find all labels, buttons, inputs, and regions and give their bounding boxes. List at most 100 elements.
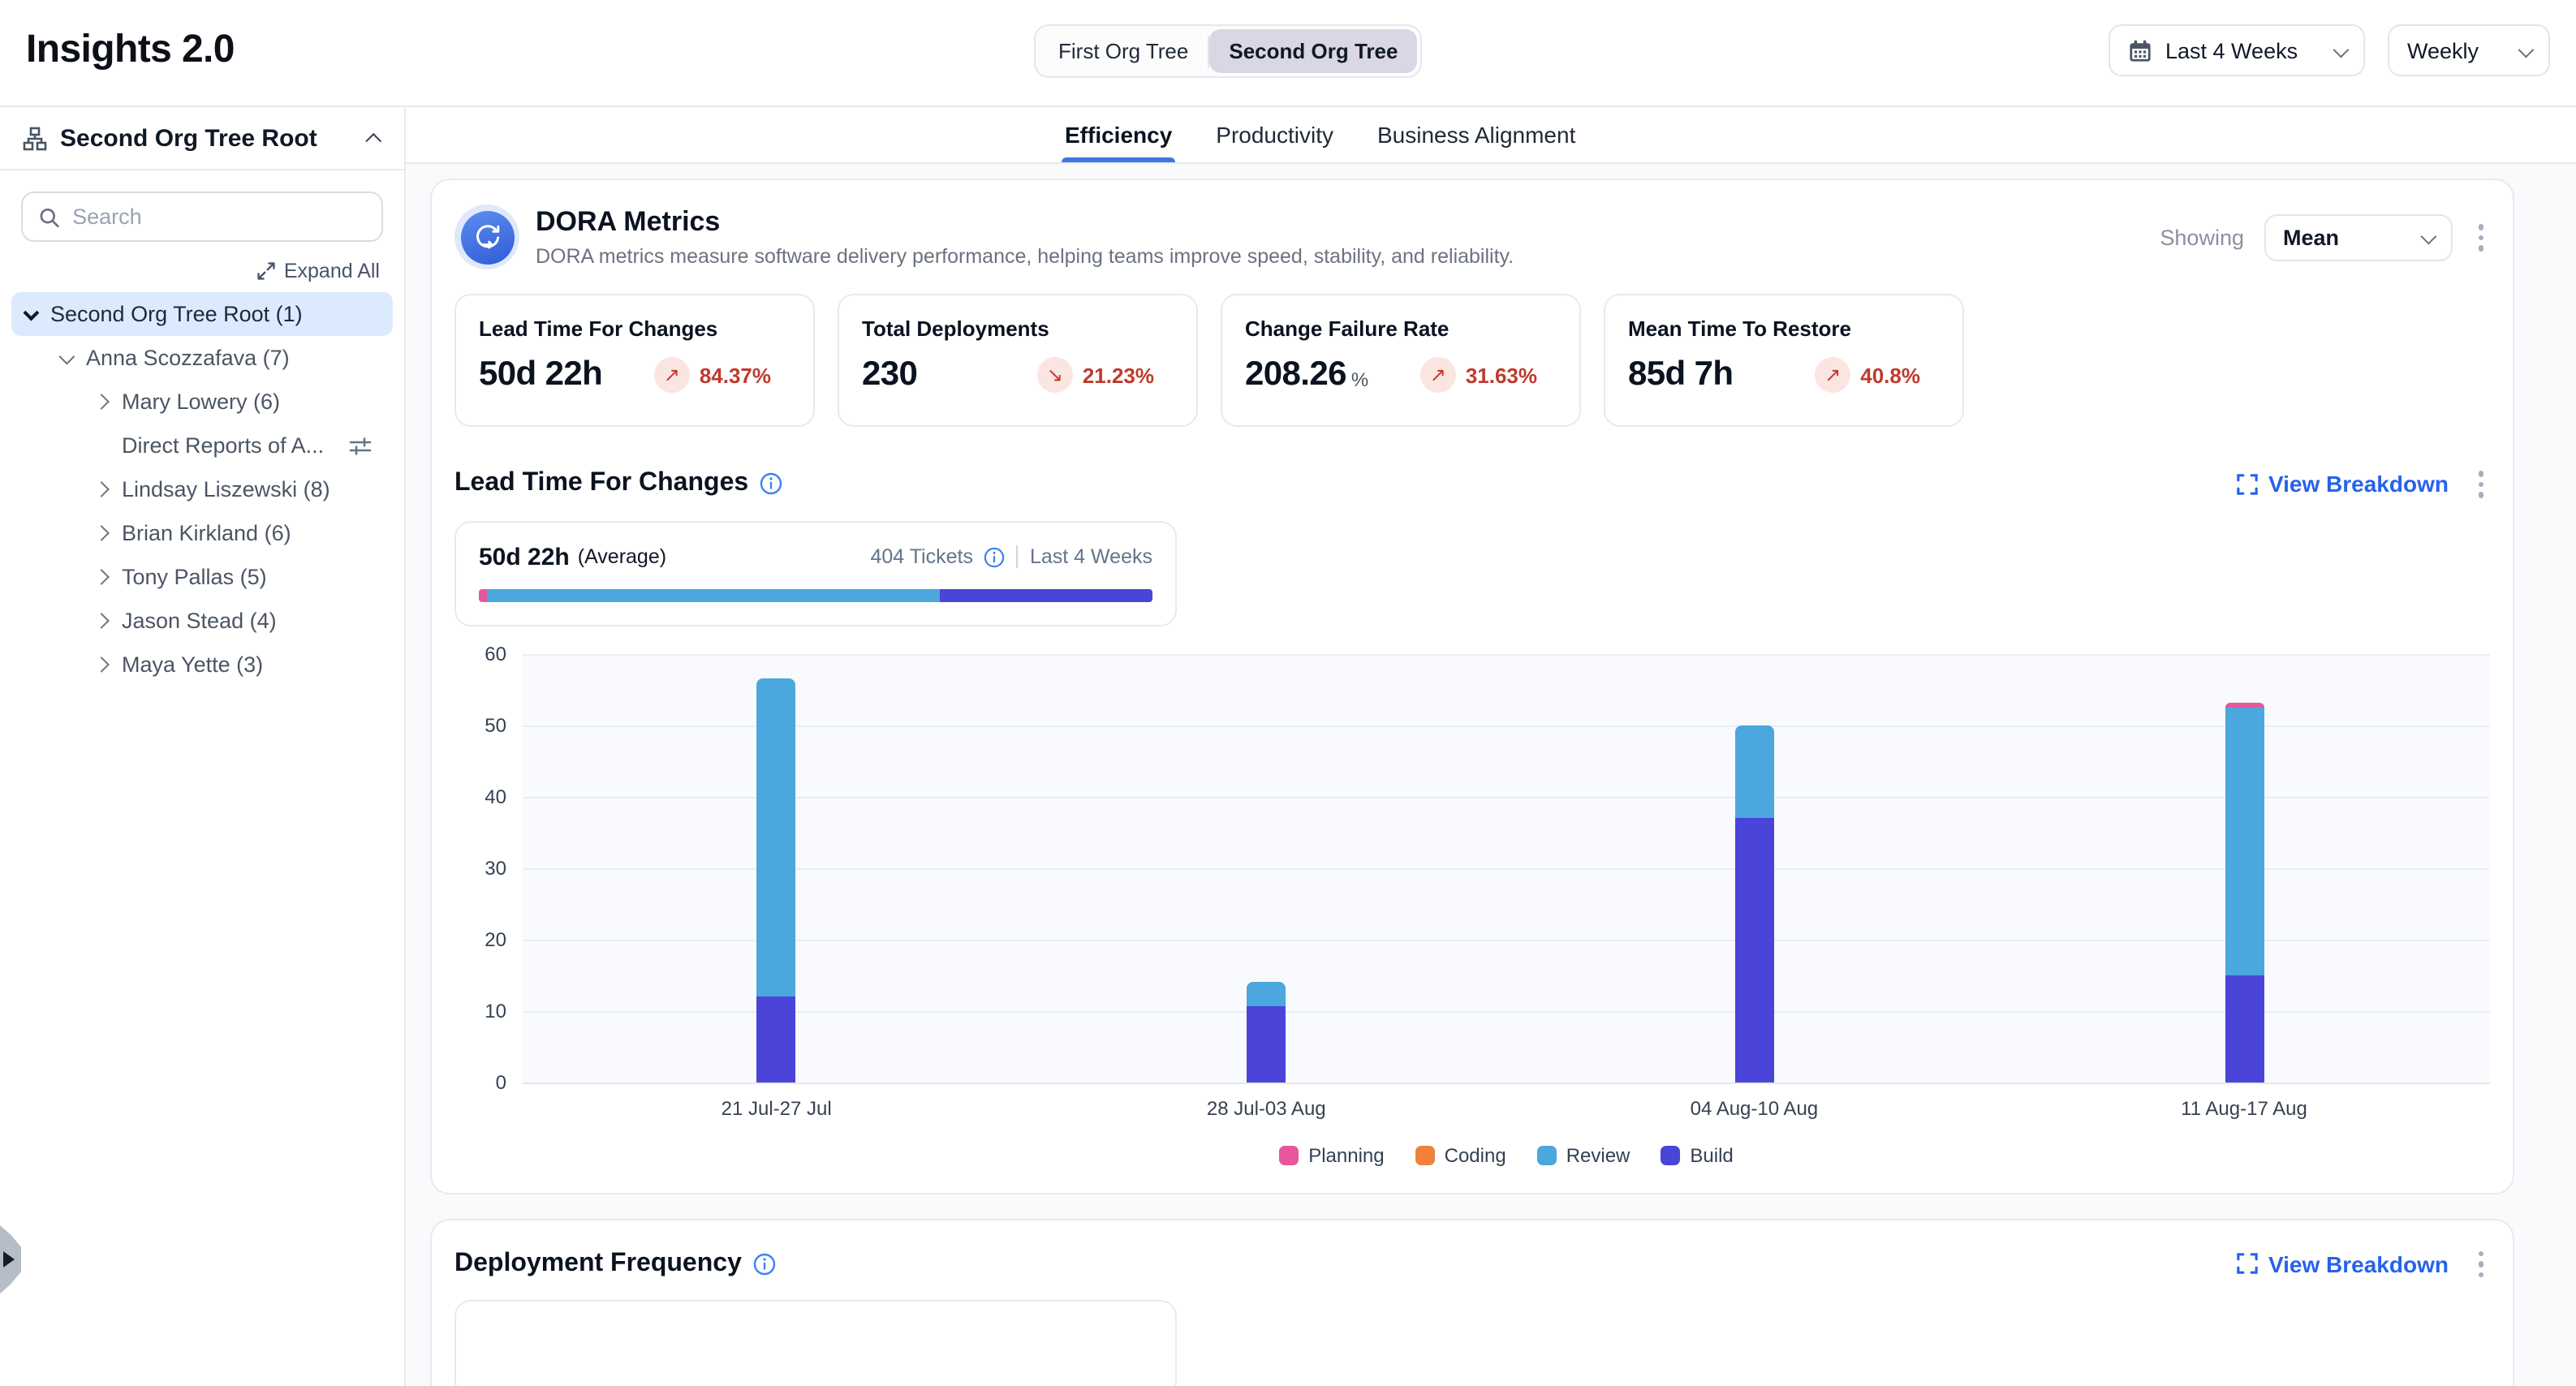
- chart-plot-area: 0102030405060: [523, 653, 2490, 1082]
- info-icon[interactable]: [760, 473, 782, 496]
- x-axis-label: 21 Jul-27 Jul: [722, 1096, 832, 1119]
- chevron-down-icon: [2333, 41, 2350, 58]
- gridline-60: [523, 653, 2490, 655]
- stat-title: Lead Time For Changes: [479, 316, 790, 341]
- lead-time-chart: 0102030405060 21 Jul-27 Jul28 Jul-03 Aug…: [454, 653, 2490, 1166]
- arrow-up-right-icon: ↗: [1420, 357, 1456, 393]
- triangle-right-icon: [3, 1251, 15, 1268]
- kebab-menu-icon[interactable]: [2471, 1247, 2490, 1281]
- y-axis-tick-0: 0: [496, 1070, 506, 1093]
- tab-bar: Efficiency Productivity Business Alignment: [406, 107, 2576, 164]
- granularity-dropdown[interactable]: Weekly: [2388, 24, 2550, 76]
- bar-segment-review: [1247, 982, 1286, 1007]
- tree-item[interactable]: Second Org Tree Root (1): [11, 292, 393, 336]
- date-range-dropdown[interactable]: Last 4 Weeks: [2109, 24, 2365, 76]
- stat-value-suffix: %: [1351, 368, 1368, 394]
- tickets-count: 404 Tickets: [871, 545, 973, 568]
- legend-label: Coding: [1445, 1143, 1506, 1166]
- lead-time-average-card: 50d 22h (Average) 404 Tickets Last 4 Wee…: [454, 520, 1177, 626]
- dora-title: DORA Metrics: [536, 206, 1514, 239]
- calendar-icon: [2128, 38, 2152, 62]
- arrow-down-right-icon: ↘: [1037, 357, 1073, 393]
- search-box: [21, 192, 383, 242]
- chevron-right-icon: [93, 394, 110, 410]
- distribution-segment-planning: [479, 588, 487, 601]
- search-input[interactable]: [72, 204, 365, 229]
- stacked-bar[interactable]: [757, 678, 796, 1082]
- org-tree: Second Org Tree Root (1) Anna Scozzafava …: [0, 292, 404, 687]
- tree-item[interactable]: Lindsay Liszewski (8): [11, 467, 393, 511]
- gridline-10: [523, 1010, 2490, 1012]
- showing-dropdown[interactable]: Mean: [2264, 214, 2452, 261]
- tree-item[interactable]: Brian Kirkland (6): [11, 511, 393, 555]
- y-axis-tick-10: 10: [485, 999, 506, 1022]
- tab-efficiency[interactable]: Efficiency: [1065, 107, 1172, 162]
- stat-value: 50d 22h: [479, 355, 602, 394]
- y-axis-tick-30: 30: [485, 856, 506, 879]
- dora-panel: DORA Metrics DORA metrics measure softwa…: [430, 179, 2514, 1194]
- expand-arrows-icon: [256, 261, 276, 281]
- dora-subtitle: DORA metrics measure software delivery p…: [536, 245, 1514, 268]
- tree-item-label: Jason Stead (4): [122, 609, 277, 633]
- tree-item-label: Lindsay Liszewski (8): [122, 477, 330, 501]
- stacked-bar[interactable]: [2225, 704, 2264, 1082]
- arrow-up-right-icon: ↗: [654, 357, 690, 393]
- gridline-40: [523, 796, 2490, 798]
- legend-label: Planning: [1308, 1143, 1384, 1166]
- main-content: Efficiency Productivity Business Alignment: [406, 107, 2576, 1386]
- sidebar-collapse-handle[interactable]: [0, 1225, 21, 1293]
- tree-item[interactable]: Maya Yette (3): [11, 643, 393, 687]
- stat-delta-badge: ↗ 84.37%: [654, 357, 771, 393]
- stacked-bar[interactable]: [1247, 982, 1286, 1082]
- tree-item[interactable]: Mary Lowery (6): [11, 380, 393, 424]
- chevron-down-icon: [2420, 229, 2436, 245]
- stat-value-row: 50d 22h ↗ 84.37%: [479, 355, 790, 394]
- stat-delta-value: 84.37%: [700, 363, 771, 387]
- chevron-up-icon: [365, 132, 381, 148]
- distribution-segment-review: [487, 588, 941, 601]
- kebab-menu-icon[interactable]: [2471, 467, 2490, 501]
- lead-time-section-title: Lead Time For Changes: [454, 470, 748, 499]
- bar-segment-build: [2225, 975, 2264, 1082]
- tree-item[interactable]: Anna Scozzafava (7): [11, 336, 393, 380]
- tree-item-label: Second Org Tree Root (1): [50, 302, 303, 326]
- info-icon[interactable]: [984, 546, 1006, 567]
- showing-value: Mean: [2283, 226, 2339, 250]
- x-axis-label: 11 Aug-17 Aug: [2181, 1096, 2307, 1119]
- bar-segment-review: [1734, 725, 1773, 817]
- legend-item-planning: Planning: [1279, 1143, 1384, 1166]
- average-value: 50d 22h: [479, 543, 570, 570]
- view-breakdown-button[interactable]: View Breakdown: [2238, 471, 2449, 497]
- kebab-menu-icon[interactable]: [2471, 222, 2490, 255]
- tree-item[interactable]: Tony Pallas (5): [11, 555, 393, 599]
- app-title: Insights 2.0: [26, 28, 235, 73]
- chevron-right-icon: [93, 656, 110, 673]
- expand-corners-icon: [2238, 1254, 2259, 1275]
- bar-segment-build: [1734, 817, 1773, 1082]
- expand-all-label: Expand All: [284, 260, 380, 282]
- info-icon[interactable]: [753, 1253, 776, 1276]
- expand-corners-icon: [2238, 474, 2259, 495]
- sliders-icon[interactable]: [349, 434, 372, 457]
- chevron-down-icon: [59, 349, 75, 365]
- y-axis-tick-20: 20: [485, 928, 506, 950]
- org-tree-toggle: First Org TreeSecond Org Tree: [1034, 24, 1422, 78]
- dora-stat-cards: Lead Time For Changes50d 22h↗84.37%Total…: [454, 294, 2490, 427]
- org-toggle-option-1[interactable]: First Org Tree: [1039, 29, 1208, 73]
- bar-segment-build: [757, 996, 796, 1082]
- tree-item[interactable]: Direct Reports of A...: [11, 424, 393, 467]
- tab-business-alignment[interactable]: Business Alignment: [1377, 107, 1575, 162]
- tree-item[interactable]: Jason Stead (4): [11, 599, 393, 643]
- dora-metrics-icon: [454, 204, 519, 269]
- y-axis-tick-60: 60: [485, 642, 506, 665]
- tree-item-label: Mary Lowery (6): [122, 390, 280, 414]
- tree-item-label: Tony Pallas (5): [122, 565, 267, 589]
- view-breakdown-button[interactable]: View Breakdown: [2238, 1251, 2449, 1277]
- tab-productivity[interactable]: Productivity: [1216, 107, 1333, 162]
- org-toggle-option-2[interactable]: Second Org Tree: [1209, 29, 1417, 73]
- org-tree-root-header[interactable]: Second Org Tree Root: [0, 107, 404, 170]
- expand-all-button[interactable]: Expand All: [256, 260, 380, 282]
- stacked-bar[interactable]: [1734, 725, 1773, 1082]
- chevron-down-icon: [24, 305, 40, 321]
- view-breakdown-label: View Breakdown: [2268, 1251, 2449, 1277]
